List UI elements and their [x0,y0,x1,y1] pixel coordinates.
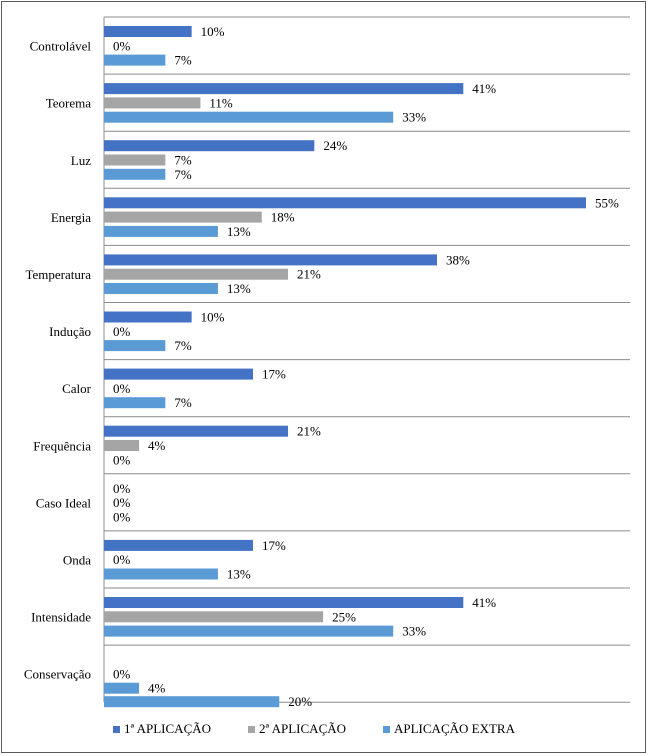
data-label: 0% [113,481,131,496]
legend-label-1-aplicacao: 1ª APLICAÇÃO [124,721,211,736]
legend-swatch-2-aplicacao [248,726,255,733]
bar-aplicacao-extra-calor [104,397,166,409]
bar-2-aplicacao-frequencia [104,440,140,451]
bar-aplicacao-extra-intensidade [104,625,394,637]
bar-aplicacao-extra-energia [104,225,218,237]
data-label: 7% [174,395,192,410]
bar-2-aplicacao-luz [104,154,166,166]
data-label: 41% [472,595,496,610]
bar-1-aplicacao-energia [104,197,586,209]
category-label-controlavel: Controlável [30,39,92,54]
bar-aplicacao-extra-temperatura [104,283,218,294]
bar-1-aplicacao-frequencia [104,425,289,437]
data-label: 13% [227,224,251,239]
bar-1-aplicacao-inducao [104,311,192,323]
data-label: 10% [201,310,225,325]
category-label-onda: Onda [63,552,91,567]
legend-swatch-1-aplicacao [113,726,120,733]
data-label: 0% [113,666,131,681]
bar-1-aplicacao-calor [104,368,253,380]
data-label: 21% [297,424,321,439]
data-label: 13% [227,281,251,296]
bar-1-aplicacao-temperatura [104,254,438,266]
bar-aplicacao-extra-onda [104,568,218,580]
data-label: 17% [262,367,286,382]
bar-aplicacao-extra-luz [104,168,166,180]
data-label: 11% [209,95,233,110]
category-label-luz: Luz [71,153,91,168]
data-label: 7% [174,338,192,353]
bar-1-aplicacao-onda [104,539,253,551]
legend-label-2-aplicacao: 2ª APLICAÇÃO [259,721,346,736]
category-label-calor: Calor [62,381,92,396]
data-label: 0% [113,324,131,339]
data-label: 41% [472,81,496,96]
category-label-frequencia: Frequência [33,438,91,453]
bar-1-aplicacao-controlavel [104,26,192,37]
bar-aplicacao-extra-conservacao [104,682,140,694]
data-label: 18% [271,210,295,225]
data-label: 0% [113,509,131,524]
bar-1-aplicacao-intensidade [104,597,464,608]
data-label: 21% [297,267,321,282]
legend: 1ª APLICAÇÃO 2ª APLICAÇÃO APLICAÇÃO EXTRA [113,721,516,736]
data-label: 0% [113,495,131,510]
category-label-caso-ideal: Caso Ideal [36,495,92,510]
bar-aplicacao-extra-teorema [104,111,394,123]
category-label-temperatura: Temperatura [26,267,92,282]
category-label-energia: Energia [51,210,91,225]
data-label: 7% [174,167,192,182]
data-label: 0% [113,452,131,467]
data-label: 24% [323,138,347,153]
bars-layer [104,26,586,708]
data-label: 25% [332,609,356,624]
bar-2-aplicacao-temperatura [104,268,289,280]
data-label: 0% [113,38,131,53]
data-label: 20% [288,694,312,709]
bar-1-aplicacao-luz [104,140,315,152]
category-label-conservacao: Conservação [24,667,91,682]
category-label-teorema: Teorema [46,96,92,111]
data-label: 0% [113,552,131,567]
bar-extra-conservacao [104,696,280,708]
data-label: 17% [262,538,286,553]
data-label: 13% [227,567,251,582]
data-label: 55% [595,195,619,210]
bar-2-aplicacao-teorema [104,97,201,109]
legend-swatch-aplicacao-extra [383,726,390,733]
data-label: 4% [148,438,166,453]
bar-aplicacao-extra-controlavel [104,54,166,66]
labels-layer: Controlável 10% 0% 7% Teorema 41% 11% 33% Luz 24%… [24,24,619,709]
legend-label-aplicacao-extra: APLICAÇÃO EXTRA [394,721,516,736]
category-label-intensidade: Intensidade [31,610,91,625]
data-label: 7% [174,153,192,168]
category-label-inducao: Indução [49,324,91,339]
data-label: 7% [174,53,192,68]
data-label: 33% [402,110,426,125]
data-label: 0% [113,381,131,396]
data-label: 4% [148,681,166,696]
bar-2-aplicacao-intensidade [104,611,324,623]
data-label: 38% [446,252,470,267]
bar-2-aplicacao-energia [104,211,262,223]
bar-aplicacao-extra-inducao [104,340,166,352]
data-label: 33% [402,624,426,639]
data-label: 10% [201,24,225,39]
bar-1-aplicacao-teorema [104,83,464,95]
